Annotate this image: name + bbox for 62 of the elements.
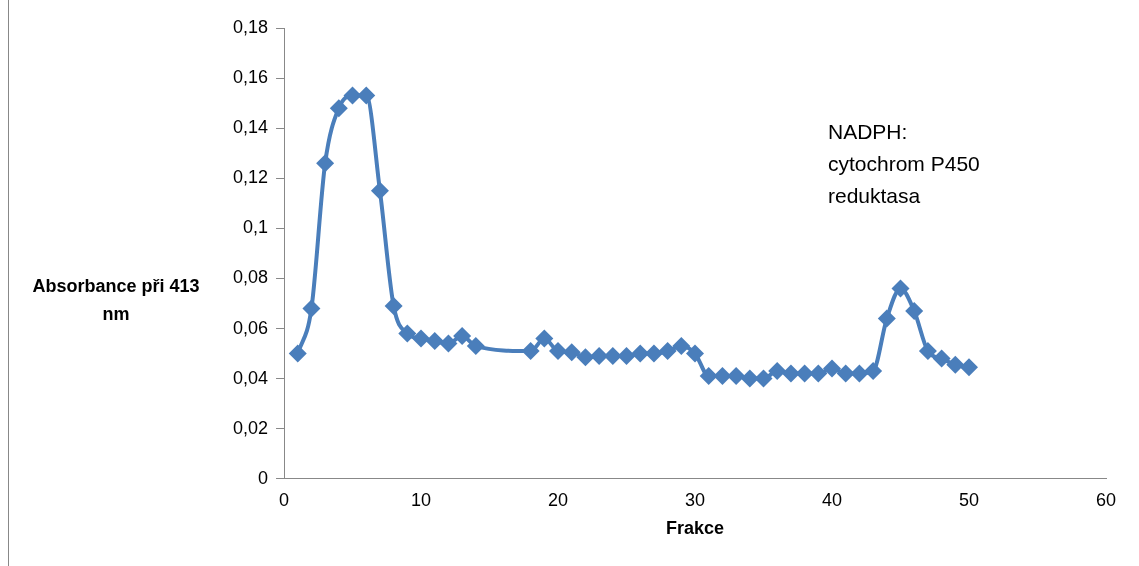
point <box>521 342 540 361</box>
point <box>946 355 965 374</box>
point <box>864 362 883 381</box>
x-tick-label: 40 <box>822 489 843 510</box>
point <box>905 302 924 320</box>
point <box>535 329 554 348</box>
point <box>412 329 431 348</box>
x-tick-label: 60 <box>1095 489 1117 510</box>
point <box>329 99 348 118</box>
point <box>370 181 389 200</box>
point <box>425 332 444 351</box>
point <box>727 367 746 386</box>
point <box>686 344 705 363</box>
point <box>768 362 787 381</box>
point <box>549 342 568 361</box>
point <box>740 369 759 388</box>
point <box>302 299 321 318</box>
y-tick-label: 0,14 <box>232 117 269 138</box>
y-tick-label: 0,18 <box>232 16 269 37</box>
point <box>918 342 937 361</box>
y-tick-label: 0,08 <box>232 267 269 288</box>
point <box>713 367 732 386</box>
point <box>288 344 307 363</box>
point <box>343 86 362 105</box>
point <box>466 337 485 356</box>
annotation: NADPH: cytochrom P450 reduktasa <box>828 119 980 209</box>
point <box>754 369 773 388</box>
y-axis-title: Absorbance při 413 nm <box>31 275 201 326</box>
y-tick-label: 0 <box>258 467 269 488</box>
point <box>932 349 951 368</box>
y-tick-label: 0,06 <box>232 317 269 338</box>
x-tick-label: 30 <box>685 489 706 510</box>
y-tick-label: 0,12 <box>232 167 269 188</box>
point <box>781 364 800 383</box>
point <box>809 364 828 383</box>
point <box>562 343 581 362</box>
point <box>836 364 855 383</box>
point <box>617 347 636 366</box>
point <box>576 348 595 367</box>
point <box>672 337 691 356</box>
point <box>699 367 718 386</box>
y-tick-label: 0,16 <box>232 67 269 88</box>
point <box>384 296 403 315</box>
point <box>850 364 869 383</box>
point <box>960 358 979 377</box>
point <box>316 154 335 173</box>
x-tick-label: 20 <box>548 489 569 510</box>
x-tick-label: 50 <box>958 489 980 510</box>
point <box>357 86 376 105</box>
point <box>439 334 458 353</box>
x-tick-label: 10 <box>411 489 432 510</box>
point <box>823 359 842 378</box>
point <box>877 309 896 328</box>
y-tick-label: 0,1 <box>243 217 269 238</box>
y-tick-label: 0,02 <box>232 417 269 438</box>
point <box>398 324 417 343</box>
point <box>453 327 472 346</box>
y-tick-label: 0,04 <box>232 367 269 388</box>
point <box>658 342 677 361</box>
x-tick-label: 0 <box>279 489 290 510</box>
point <box>891 279 910 298</box>
x-axis-title: Frakce <box>665 518 725 539</box>
